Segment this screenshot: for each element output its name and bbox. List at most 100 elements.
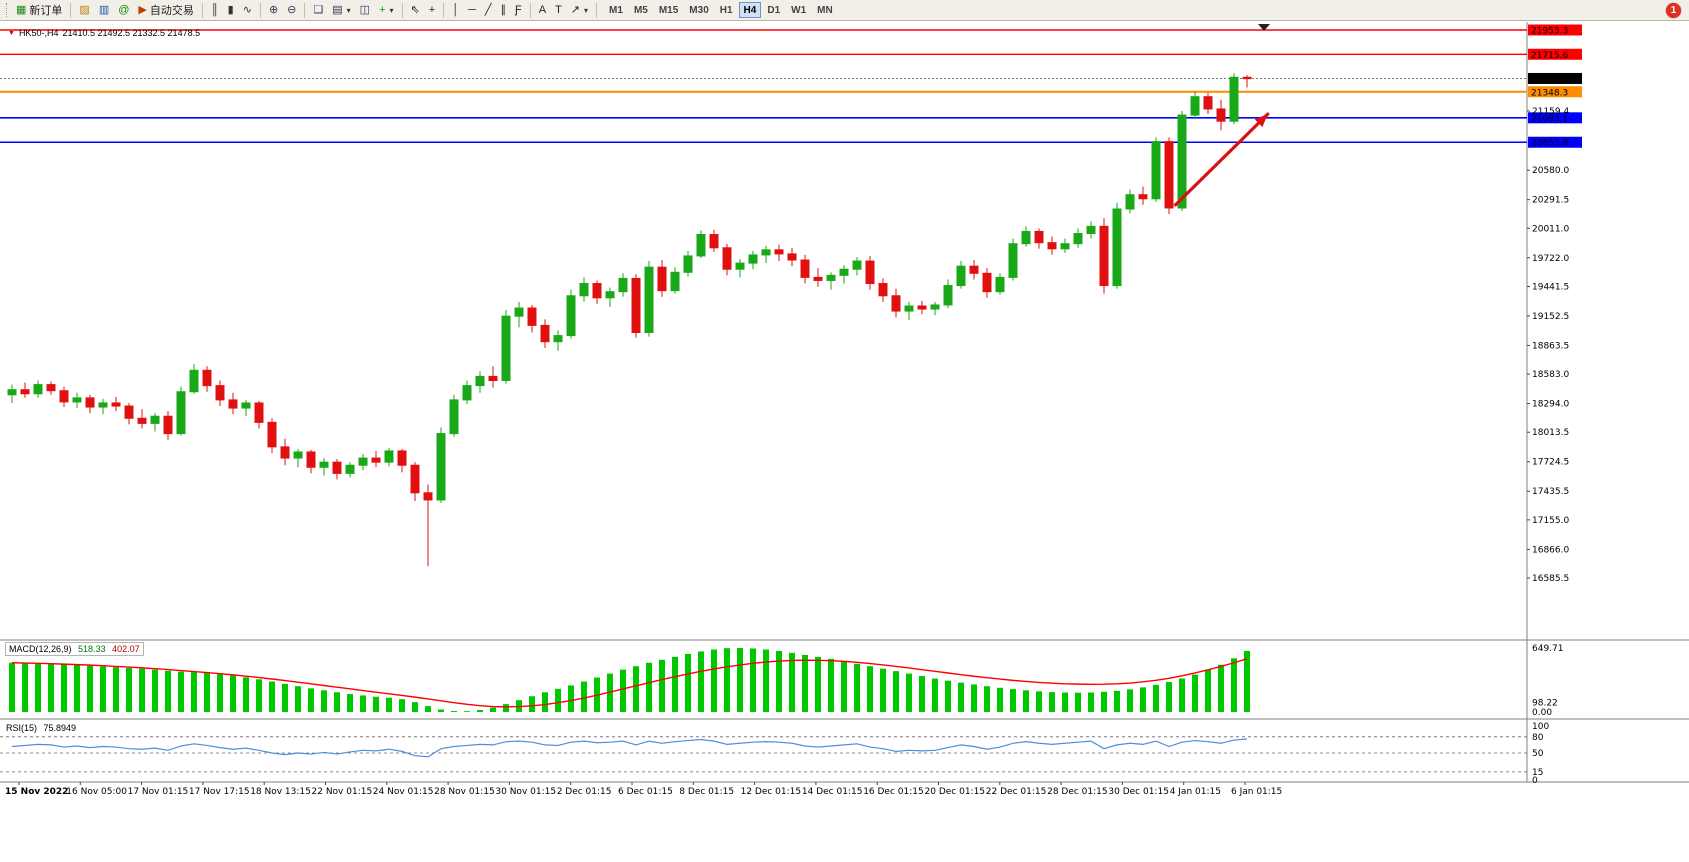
- chevron-down-icon[interactable]: ▾: [584, 5, 589, 15]
- candle: [7, 389, 17, 396]
- zoom-in-button[interactable]: ⊕: [265, 1, 282, 19]
- macd-bar: [490, 707, 496, 712]
- profiles-button[interactable]: ▨: [75, 1, 93, 19]
- fibonacci-button[interactable]: Ƒ: [511, 1, 526, 19]
- candle: [345, 464, 355, 474]
- text-button[interactable]: A: [535, 1, 550, 19]
- horizontal-line-button[interactable]: ─: [464, 1, 480, 19]
- candlestick-series: [7, 73, 1252, 567]
- time-label: 22 Nov 01:15: [312, 787, 373, 797]
- zoom-out-button[interactable]: ⊖: [283, 1, 300, 19]
- timeframe-m1-button[interactable]: M1: [604, 2, 628, 18]
- macd-bar: [737, 648, 743, 712]
- line-chart-button[interactable]: ∿: [239, 1, 256, 19]
- toolbar-drag-handle[interactable]: [6, 3, 10, 17]
- crosshair-button[interactable]: +: [425, 1, 439, 19]
- candlestick-chart-button[interactable]: ▮: [224, 1, 238, 19]
- macd-bar: [906, 673, 912, 712]
- macd-bar: [178, 671, 184, 712]
- auto-trading-icon: ▶: [138, 3, 147, 16]
- notification-badge[interactable]: 1: [1666, 2, 1681, 18]
- new-chart-button[interactable]: ▤ ▾: [328, 1, 354, 19]
- candle: [1242, 76, 1252, 80]
- price-tick-label: 18013.5: [1532, 428, 1569, 438]
- cursor-button[interactable]: ⇖: [407, 1, 424, 19]
- market-watch-button[interactable]: ▥: [95, 1, 113, 19]
- price-tick-label: 20580.0: [1532, 166, 1569, 176]
- price-badge: [1528, 112, 1582, 124]
- new-chart-icon: ▤: [332, 3, 343, 16]
- macd-indicator-label[interactable]: MACD(12,26,9) 518.33 402.07: [5, 642, 144, 656]
- price-badge-label: 20853.8: [1531, 139, 1568, 149]
- macd-bar: [1088, 692, 1094, 712]
- bar-chart-icon: ║: [210, 3, 219, 16]
- macd-bar: [1049, 692, 1055, 712]
- candle: [1138, 194, 1148, 200]
- timeframe-d1-button[interactable]: D1: [762, 2, 785, 18]
- macd-bar: [113, 667, 119, 712]
- toolbar-buttons: ▦ 新订单 ▨ ▥ @ ▶ 自动交易 ║ ▮ ∿ ⊕ ⊖ ❏ ▤ ▾ ◫ + ▾ ⇖ + │ ─ ╱ ∥ Ƒ A T ↗ ▾: [12, 1, 600, 19]
- time-label: 28 Dec 01:15: [1047, 787, 1108, 797]
- candle: [33, 384, 43, 395]
- cursor-icon: ⇖: [410, 3, 420, 16]
- price-tick-label: 17155.0: [1532, 516, 1569, 526]
- time-label: 14 Dec 01:15: [802, 787, 863, 797]
- auto-trading-button[interactable]: ▶ 自动交易: [134, 1, 197, 19]
- chart-title: ▼ HK50-,H4 21410.5 21492.5 21332.5 21478…: [8, 28, 200, 38]
- timeframe-h1-button[interactable]: H1: [715, 2, 738, 18]
- macd-bar: [74, 664, 80, 712]
- price-tick-label: 21159.4: [1532, 107, 1569, 117]
- bar-chart-button[interactable]: ║: [207, 1, 223, 19]
- rsi-name: RSI(15): [6, 723, 38, 733]
- timeframe-mn-button[interactable]: MN: [812, 2, 838, 18]
- trend-arrow-annotation[interactable]: [1173, 112, 1270, 207]
- text-label-button[interactable]: T: [551, 1, 566, 19]
- timeframe-m30-button[interactable]: M30: [684, 2, 713, 18]
- candle: [85, 397, 95, 408]
- macd-bar: [1166, 681, 1172, 712]
- expert-advisors-button[interactable]: @: [114, 1, 133, 19]
- candle: [527, 307, 537, 326]
- chevron-down-icon[interactable]: ▾: [346, 5, 351, 15]
- price-tick-label: 18583.0: [1532, 370, 1569, 380]
- tile-windows-button[interactable]: ❏: [309, 1, 327, 19]
- arrow-tools-icon: ↗: [570, 3, 581, 16]
- macd-bar: [35, 663, 41, 712]
- macd-bar: [724, 648, 730, 712]
- macd-bar: [399, 699, 405, 712]
- candle: [397, 450, 407, 466]
- chart-canvas[interactable]: 21953.3 21715.6 21478.5 21348.3 21093.1 20853…: [0, 22, 1689, 862]
- vertical-line-button[interactable]: │: [448, 1, 463, 19]
- candle: [501, 315, 511, 382]
- arrow-tools-button[interactable]: ↗ ▾: [567, 1, 592, 19]
- rsi-indicator-label[interactable]: RSI(15) 75.8949: [6, 723, 76, 733]
- chart-shift-marker[interactable]: [1258, 24, 1270, 31]
- macd-bar: [48, 664, 54, 712]
- equidistant-channel-button[interactable]: ∥: [496, 1, 510, 19]
- chart-window[interactable]: 21953.3 21715.6 21478.5 21348.3 21093.1 20853…: [0, 22, 1689, 862]
- price-tick-label: 16866.0: [1532, 545, 1569, 555]
- chevron-down-icon[interactable]: ▾: [389, 5, 394, 15]
- candle: [280, 446, 290, 459]
- timeframe-m15-button[interactable]: M15: [654, 2, 683, 18]
- timeframe-m5-button[interactable]: M5: [629, 2, 653, 18]
- indicators-button[interactable]: + ▾: [375, 1, 397, 19]
- macd-bar: [997, 687, 1003, 712]
- candle: [995, 276, 1005, 293]
- candle: [1021, 230, 1031, 245]
- candle: [631, 277, 641, 334]
- macd-bar: [243, 677, 249, 712]
- trendline-button[interactable]: ╱: [481, 1, 496, 19]
- macd-bar: [542, 692, 548, 712]
- navigator-button[interactable]: ◫: [356, 1, 374, 19]
- candle: [566, 295, 576, 337]
- timeframe-h4-button[interactable]: H4: [738, 2, 762, 18]
- timeframe-w1-button[interactable]: W1: [786, 2, 811, 18]
- auto-trading-label: 自动交易: [149, 5, 194, 17]
- time-label: 17 Nov 17:15: [189, 787, 250, 797]
- macd-bar: [282, 683, 288, 712]
- price-tick-label: 16585.5: [1532, 574, 1569, 584]
- time-label: 12 Dec 01:15: [741, 787, 802, 797]
- candle: [943, 285, 953, 306]
- new-order-button[interactable]: ▦ 新订单: [12, 1, 66, 19]
